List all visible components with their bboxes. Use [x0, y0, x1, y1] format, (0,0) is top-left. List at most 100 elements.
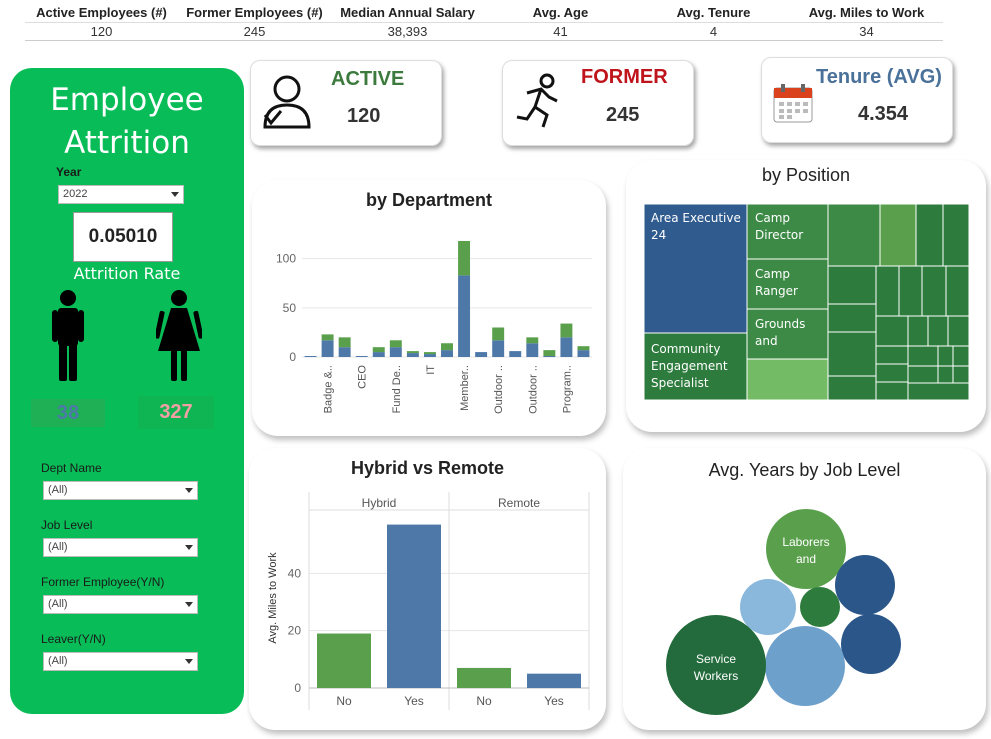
treemap-cell [952, 345, 969, 367]
dept-bar-segment [543, 350, 556, 357]
treemap-cell [827, 331, 877, 377]
y-tick-label: 40 [288, 566, 302, 580]
treemap-label-camp-ranger: Camp Ranger [755, 267, 798, 298]
department-title: by Department [365, 190, 493, 210]
treemap-label-grounds: Grounds and [755, 317, 806, 348]
year-label: Year [56, 165, 82, 179]
chevron-down-icon [185, 488, 193, 493]
chevron-down-icon [171, 192, 179, 197]
bubble [740, 579, 796, 635]
treemap-cell [937, 365, 954, 384]
treemap-area-executive [644, 204, 748, 334]
position-treemap [644, 204, 969, 400]
kpi-header-active: Active Employees (#) [36, 5, 167, 20]
hybrid-panel: Hybrid vs Remote 0 20 40 Avg. Miles to Work… [249, 448, 606, 730]
treemap-cell [907, 315, 929, 347]
treemap-label-area-executive: Area Executive 24 [651, 211, 741, 242]
female-icon [156, 290, 202, 381]
dept-bar-segment [372, 352, 385, 357]
dept-bar-segment [458, 240, 471, 276]
sidebar-title-line1: Employee [50, 82, 204, 118]
treemap-cell [907, 382, 969, 400]
y-tick-label: 100 [276, 252, 296, 266]
treemap-cell [898, 265, 923, 317]
treemap-cell [947, 315, 969, 347]
treemap-cell [952, 365, 969, 384]
treemap-cell [827, 303, 877, 333]
filter-former-value: (All) [48, 598, 68, 610]
hybrid-title: Hybrid vs Remote [350, 458, 505, 478]
bubble [841, 614, 901, 674]
treemap-cell [921, 265, 947, 317]
calendar-icon [773, 84, 813, 123]
treemap-cell [937, 345, 954, 367]
active-card-title: ACTIVE [331, 68, 405, 90]
filter-dept-select[interactable]: (All) [43, 481, 198, 500]
bubble-service-workers [666, 615, 766, 715]
filter-dept-label: Dept Name [41, 461, 102, 475]
joblevel-bubble-chart: Laborers and Service Workers [666, 509, 901, 715]
kpi-value-former: 245 [243, 24, 266, 39]
treemap-cell [746, 358, 829, 400]
dept-bar-segment [475, 352, 488, 357]
dept-bar-segment [338, 347, 351, 357]
x-tick-label: Outdoor .. [527, 365, 539, 414]
kpi-header-former: Former Employees (#) [186, 5, 323, 20]
filter-job-level-select[interactable]: (All) [43, 538, 198, 557]
chevron-down-icon [185, 545, 193, 550]
dept-bar-segment [389, 340, 402, 348]
chevron-down-icon [185, 659, 193, 664]
dept-bar-segment [577, 350, 590, 357]
position-panel: by Position Area Executive 24 C [626, 160, 986, 432]
treemap-label-community: Community Engagement Specialist [651, 342, 728, 390]
dept-bar-segment [423, 352, 436, 355]
dept-bar-segment [492, 327, 505, 341]
treemap-cell [915, 204, 944, 267]
filter-leaver-label: Leaver(Y/N) [41, 632, 106, 646]
kpi-value-tenure: 4 [709, 24, 718, 39]
kpi-value-age: 41 [553, 24, 568, 39]
treemap-cell [875, 381, 909, 400]
bubble [835, 555, 895, 615]
x-tick-label: Yes [404, 694, 424, 708]
treemap-cell [907, 345, 939, 367]
y-tick-label: 50 [283, 301, 297, 315]
treemap-cell [827, 265, 877, 305]
treemap-label-camp-director: Camp Director [755, 211, 804, 242]
bubble-label-laborers: Laborers [782, 535, 829, 549]
bubble [765, 626, 845, 706]
kpi-value-active: 120 [90, 24, 113, 39]
former-card-title: FORMER [581, 66, 668, 88]
y-tick-label: 0 [294, 681, 301, 695]
dept-bar-segment [441, 350, 453, 357]
position-title: by Position [761, 165, 851, 185]
kpi-divider [25, 22, 943, 23]
dept-bar-segment [526, 343, 539, 357]
dept-bar-segment [355, 356, 368, 357]
y-tick-label: 0 [289, 350, 296, 364]
x-tick-label: Member.. [459, 365, 471, 411]
treemap-cell [875, 315, 909, 347]
y-tick-label: 20 [288, 624, 302, 638]
treemap-cell [879, 204, 917, 267]
joblevel-title: Avg. Years by Job Level [708, 460, 901, 480]
chevron-down-icon [185, 602, 193, 607]
year-select[interactable]: 2022 [58, 185, 184, 204]
tenure-card-value: 4.354 [858, 103, 909, 125]
attrition-rate-value: 0.05010 [73, 212, 173, 262]
kpi-value-miles: 34 [859, 24, 874, 39]
sidebar: Employee Attrition Year 2022 0.05010 Att… [10, 68, 244, 714]
dept-bar-segment [423, 354, 436, 357]
y-axis-label: Avg. Miles to Work [267, 552, 279, 644]
filter-leaver-select[interactable]: (All) [43, 652, 198, 671]
dept-bar-segment [338, 337, 351, 348]
dept-bar-segment [458, 275, 471, 357]
filter-leaver-value: (All) [48, 655, 68, 667]
x-tick-label: No [476, 694, 492, 708]
filter-former-label: Former Employee(Y/N) [41, 575, 165, 589]
dept-bar-segment [321, 334, 334, 341]
treemap-cell [927, 315, 949, 347]
filter-former-select[interactable]: (All) [43, 595, 198, 614]
treemap-cell [827, 204, 881, 267]
kpi-table: Active Employees (#) Former Employees (#… [25, 3, 943, 41]
